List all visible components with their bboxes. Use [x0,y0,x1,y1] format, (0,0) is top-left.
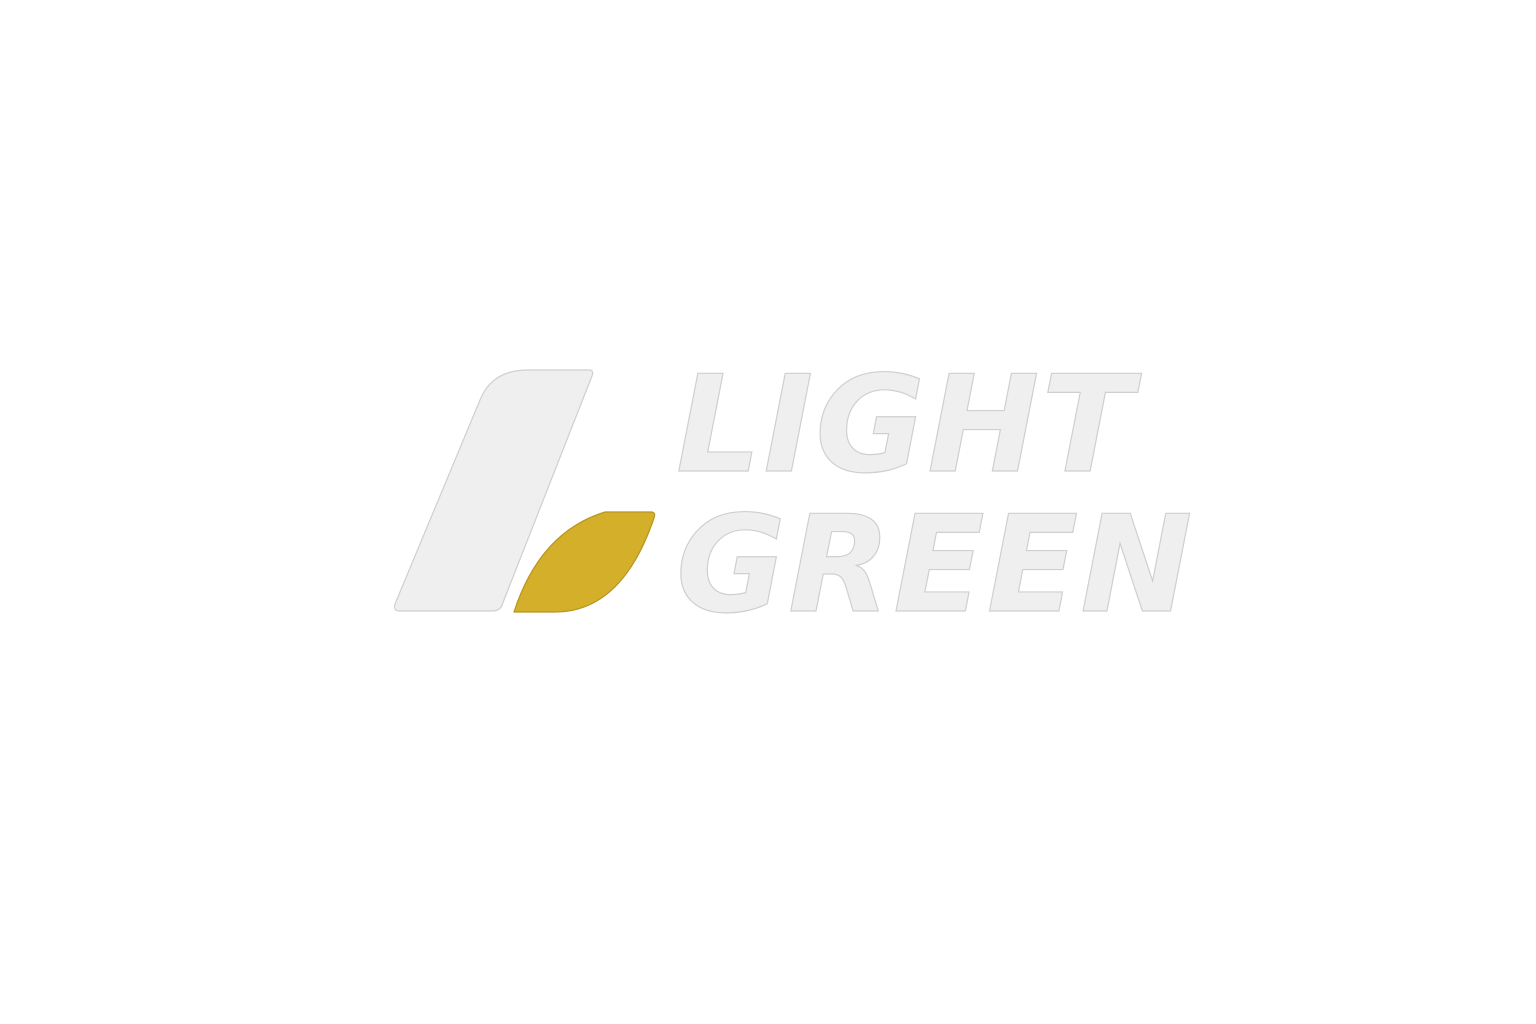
logo-mark-icon [393,369,656,613]
wordmark-line-light: LIGHT [675,347,1135,503]
wordmark-line-green: GREEN [675,487,1195,643]
logo-mark-leaf-shape [513,511,656,613]
wordmark: LIGHT GREEN [675,347,1193,648]
logo-mark-slant-shape [393,369,594,612]
